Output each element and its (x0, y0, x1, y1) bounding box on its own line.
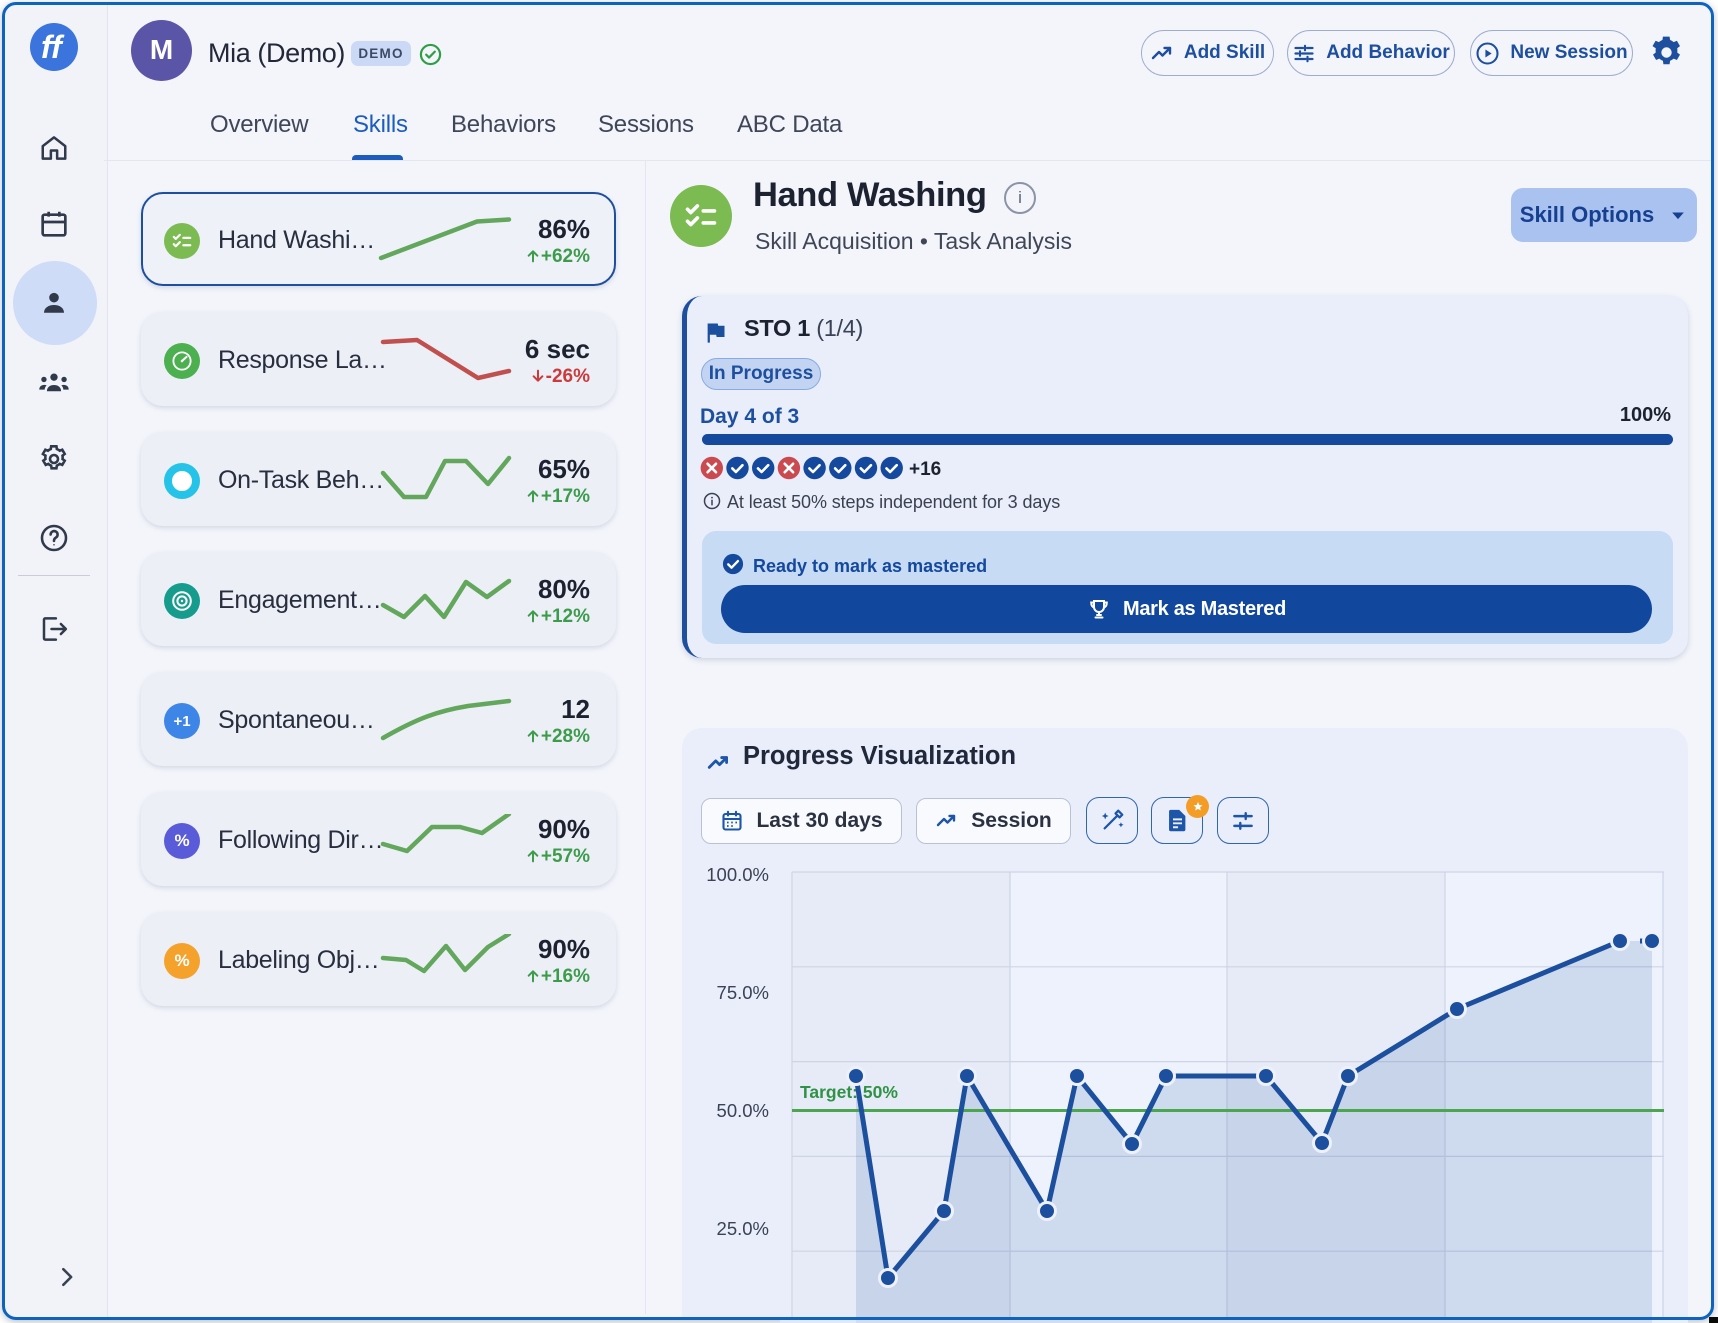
svg-text:75.0%: 75.0% (717, 982, 769, 1003)
svg-text:100.0%: 100.0% (706, 864, 769, 885)
svg-text:ff: ff (41, 29, 65, 65)
svg-text:50.0%: 50.0% (717, 1100, 769, 1121)
svg-text:25.0%: 25.0% (717, 1218, 769, 1239)
svg-text:Target: 50%: Target: 50% (800, 1082, 898, 1102)
